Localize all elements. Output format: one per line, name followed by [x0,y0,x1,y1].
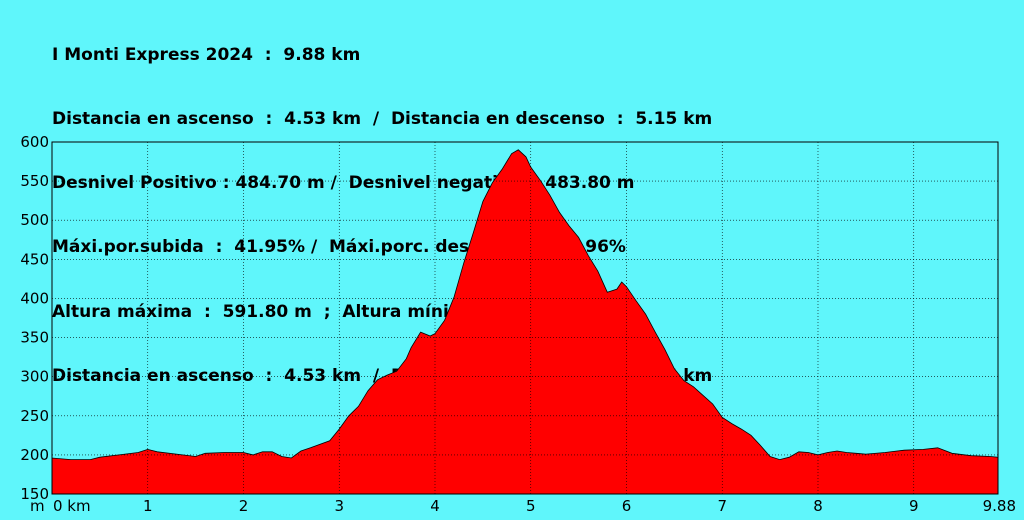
y-tick-label: 400 [20,289,49,307]
header-line-title: I Monti Express 2024 : 9.88 km [52,44,361,65]
x-tick-label: 5 [526,497,536,515]
x-tick-label: 9 [909,497,919,515]
x-tick-label: 6 [622,497,632,515]
x-tick-label: 4 [430,497,440,515]
x-tick-label: 0 km [53,497,91,515]
y-tick-label: 600 [20,133,49,151]
x-end-label: 9.88 [983,497,1016,515]
y-tick-label: 200 [20,446,49,464]
y-unit-label: m [30,497,45,515]
y-tick-label: 350 [20,329,49,347]
x-tick-label: 8 [813,497,823,515]
y-tick-label: 300 [20,368,49,386]
header-line-distance: Distancia en ascenso : 4.53 km / Distanc… [52,109,713,130]
y-tick-label: 250 [20,407,49,425]
plot-frame [51,141,999,495]
y-tick-labels: 150 200 250 300 350 400 450 500 550 600 [20,133,49,503]
x-tick-label: 1 [143,497,153,515]
x-tick-label: 3 [334,497,344,515]
y-tick-label: 550 [20,172,49,190]
area-layer [51,149,999,495]
y-tick-label: 500 [20,211,49,229]
y-tick-label: 450 [20,250,49,268]
y-tick-label: 150 [20,485,49,503]
x-tick-labels: 0 km 1 2 3 4 5 6 7 8 9 [53,497,919,515]
elevation-area [51,149,999,495]
x-tick-label: 2 [239,497,249,515]
x-tick-label: 7 [717,497,727,515]
